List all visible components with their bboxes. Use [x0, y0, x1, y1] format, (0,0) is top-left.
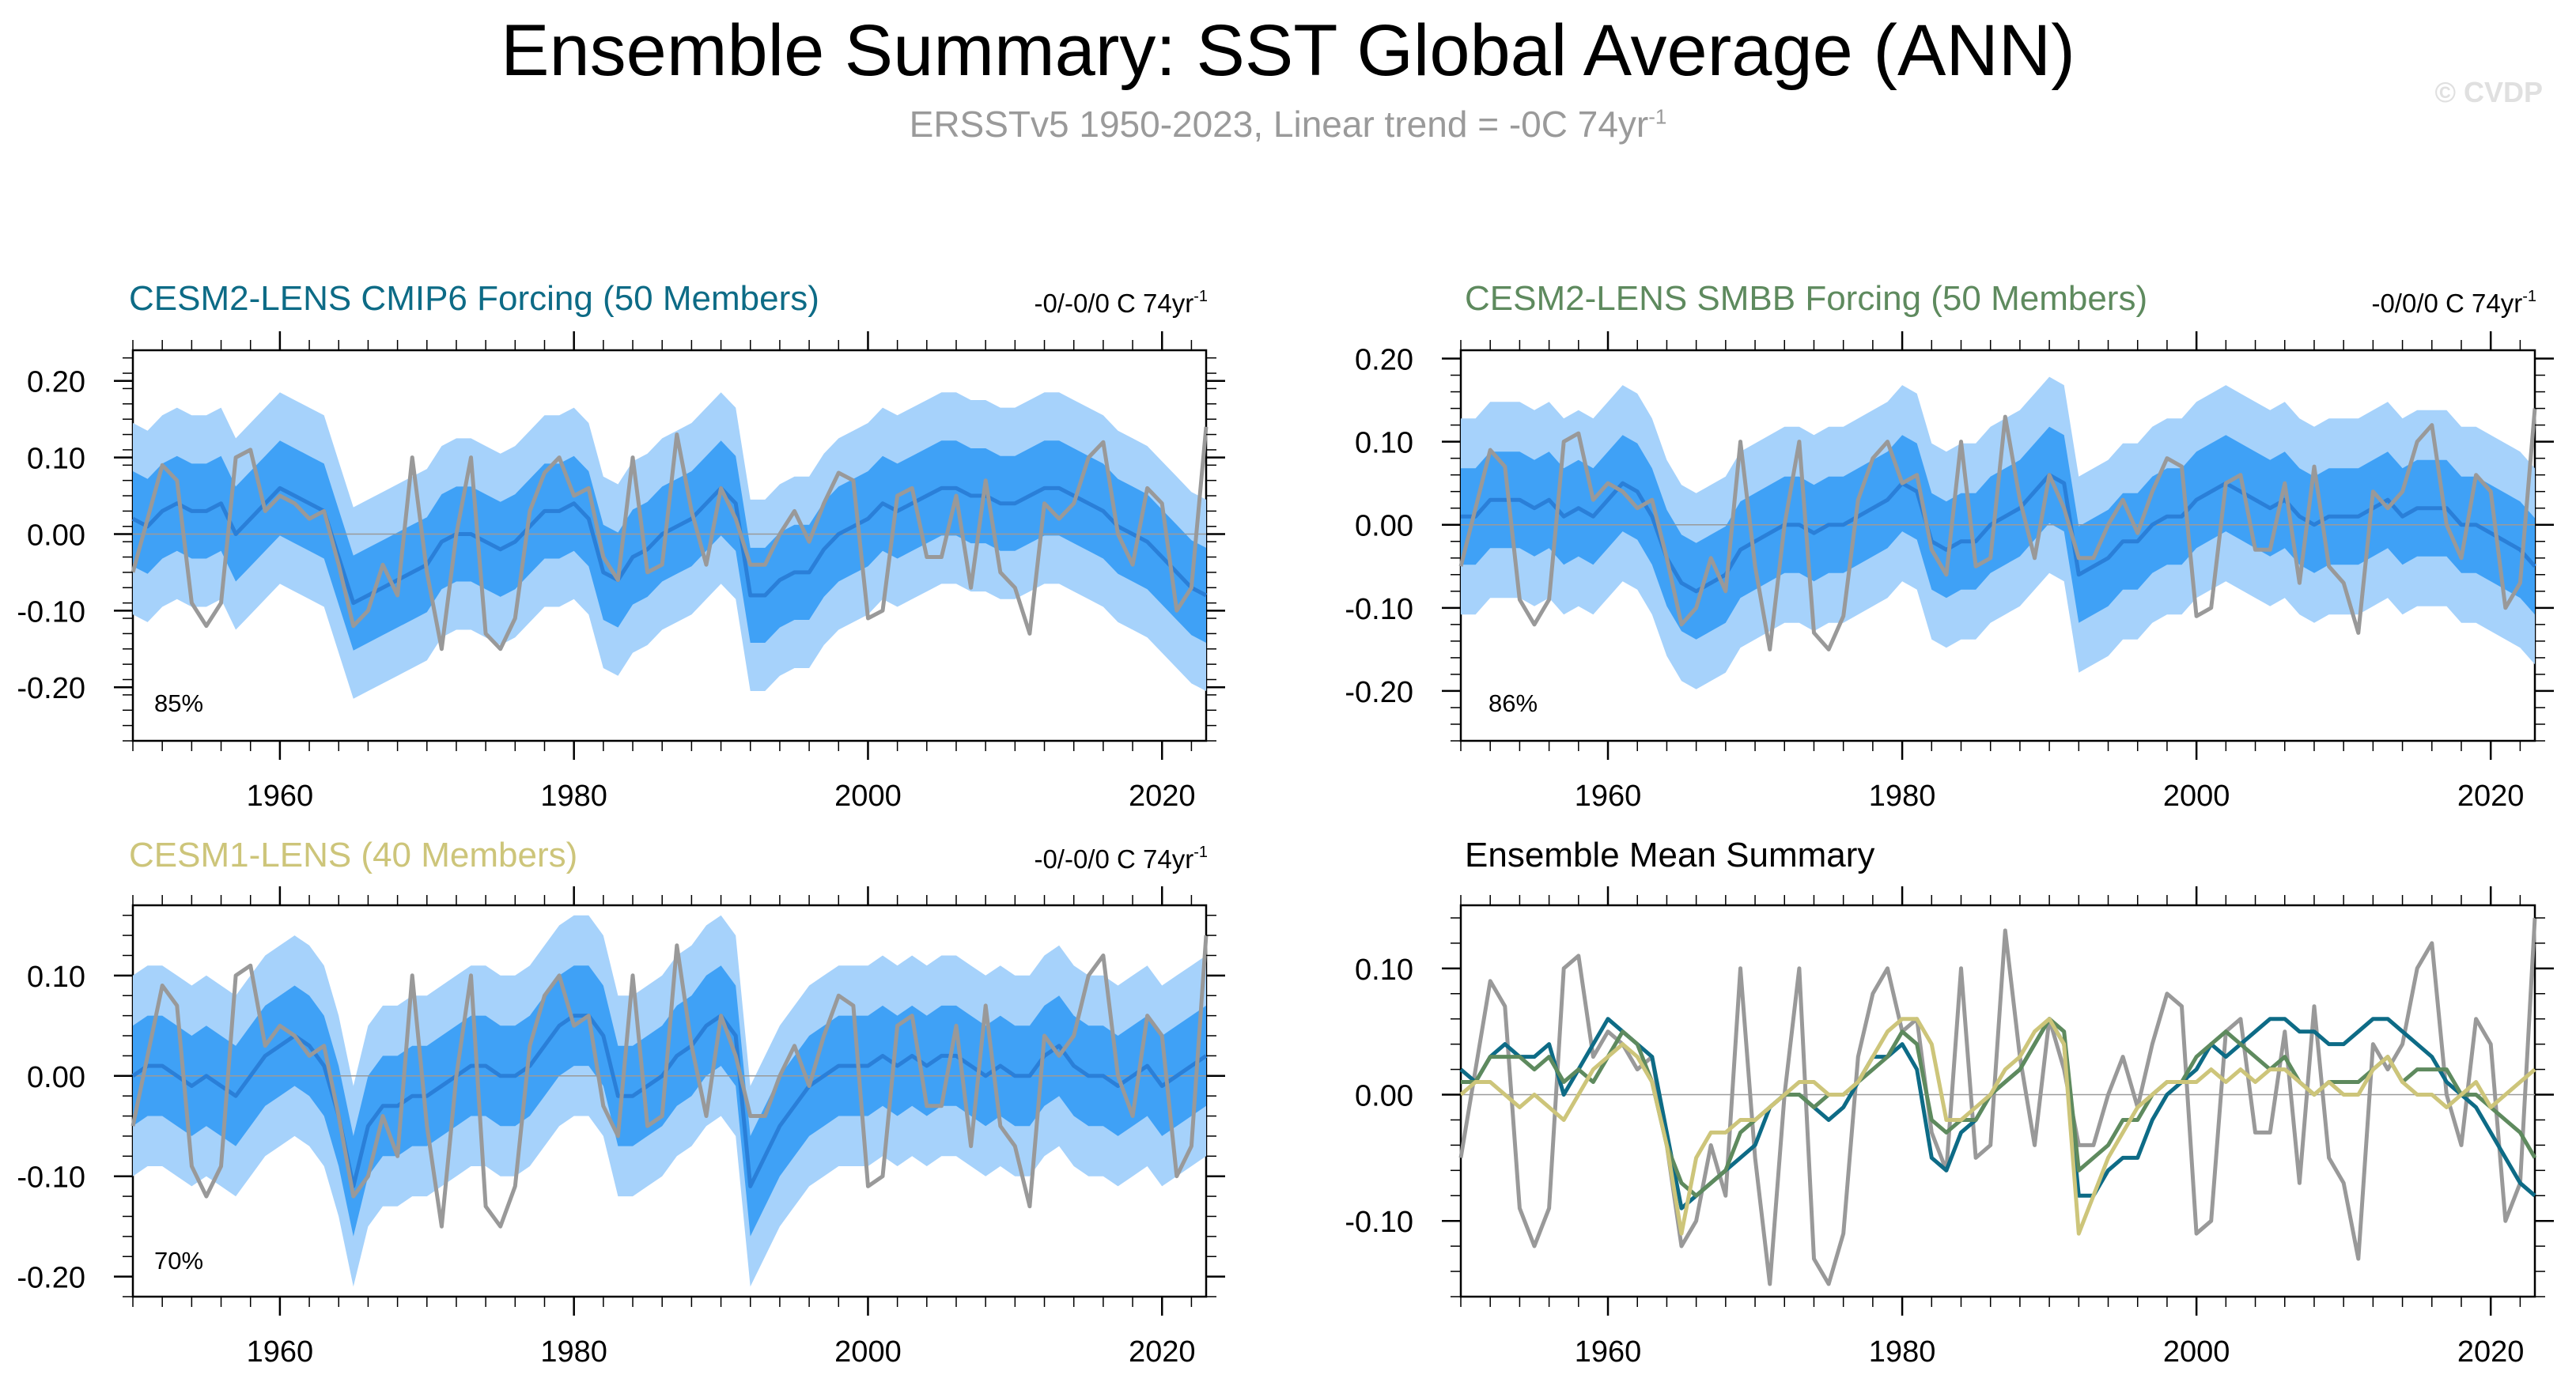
ensemble-mean-line	[131, 485, 1208, 606]
x-tick-label: 1980	[540, 780, 607, 813]
y-tick-label: 0.00	[1355, 1080, 1413, 1113]
y-tick-label: 0.00	[27, 519, 85, 552]
trend-label: -0/0/0 C 74yr-1	[2371, 288, 2536, 318]
y-tick-label: -0.10	[1345, 593, 1413, 626]
inner-spread-band	[133, 440, 1206, 651]
observations-line	[1458, 408, 2537, 651]
y-tick-label: -0.20	[17, 672, 85, 705]
ensemble-mean-line	[131, 1014, 1208, 1188]
trend-text: -0/-0/0 C 74yr	[1034, 289, 1193, 318]
y-tick-label: 0.10	[27, 443, 85, 476]
y-tick-label: -0.20	[1345, 676, 1413, 709]
subtitle-exponent: -1	[1648, 104, 1667, 129]
trend-exponent: -1	[1193, 844, 1208, 861]
x-tick-label: 2000	[2163, 1335, 2230, 1369]
x-tick-label: 2020	[2457, 780, 2525, 813]
panel-ensemble-mean-summary: -0.10 0.00 0.10 1960 1980 2000 2020 Ensemble Me…	[1345, 836, 2554, 1369]
subtitle-text: ERSSTv5 1950-2023, Linear trend = -0C 74…	[909, 104, 1649, 145]
x-tick-label: 2020	[1129, 780, 1196, 813]
trend-exponent: -1	[2522, 288, 2536, 305]
panel-cesm2-smbb: -0.20 -0.10 0.00 0.10 0.20 1960 1980 2000 2020 CE…	[1345, 279, 2554, 813]
plot-frame	[1459, 904, 2536, 1298]
panel-title: CESM2-LENS CMIP6 Forcing (50 Members)	[129, 279, 819, 318]
observations-line	[131, 426, 1209, 651]
x-tick-label: 1960	[1575, 780, 1642, 813]
y-tick-label: 0.10	[1355, 427, 1413, 460]
y-tick-label: -0.20	[17, 1262, 85, 1295]
x-tick-label: 2000	[834, 1335, 902, 1369]
ensemble-mean-line	[1461, 473, 2536, 594]
y-tick-label: 0.00	[1355, 510, 1413, 543]
x-tick-label: 1980	[540, 1335, 607, 1369]
panel-title: CESM2-LENS SMBB Forcing (50 Members)	[1465, 279, 2147, 318]
inner-spread-band	[1461, 426, 2535, 640]
panel-cesm2-cmip6: -0.20 -0.10 0.00 0.10 0.20 1960 1980 2000 2020 CE…	[17, 279, 1225, 813]
panel-cesm1: -0.20 -0.10 0.00 0.10 1960 1980 2000 2020 CESM1-…	[17, 836, 1225, 1369]
series-line-3	[1459, 1017, 2536, 1236]
trend-exponent: -1	[1193, 288, 1208, 305]
y-tick-label: 0.00	[27, 1061, 85, 1094]
x-tick-label: 1980	[1869, 780, 1936, 813]
cvdp-watermark: © CVDP	[2434, 76, 2543, 108]
x-tick-label: 2020	[1129, 1335, 1196, 1369]
x-tick-label: 1960	[1575, 1335, 1642, 1369]
page-subtitle: ERSSTv5 1950-2023, Linear trend = -0C 74…	[0, 106, 2576, 142]
observations-line	[131, 935, 1209, 1229]
x-tick-label: 1960	[247, 1335, 314, 1369]
inner-spread-band	[133, 965, 1206, 1237]
percent-label: 70%	[154, 1247, 203, 1275]
x-tick-label: 2020	[2457, 1335, 2525, 1369]
y-tick-label: 0.10	[27, 961, 85, 994]
trend-text: -0/-0/0 C 74yr	[1034, 844, 1193, 874]
x-tick-label: 2000	[2163, 780, 2230, 813]
page-title: Ensemble Summary: SST Global Average (AN…	[501, 10, 2075, 91]
y-tick-label: 0.20	[1355, 344, 1413, 377]
y-tick-label: -0.10	[17, 595, 85, 629]
x-tick-label: 1960	[247, 780, 314, 813]
x-tick-label: 1980	[1869, 1335, 1936, 1369]
series-line-2	[1461, 1017, 2537, 1198]
y-tick-label: 0.20	[27, 366, 85, 399]
y-tick-label: -0.10	[1345, 1206, 1413, 1239]
panel-title: Ensemble Mean Summary	[1465, 836, 1874, 874]
percent-label: 85%	[154, 689, 203, 717]
percent-label: 86%	[1488, 689, 1538, 717]
panel-title: CESM1-LENS (40 Members)	[129, 836, 577, 874]
trend-text: -0/0/0 C 74yr	[2371, 289, 2522, 318]
trend-label: -0/-0/0 C 74yr-1	[1034, 288, 1208, 318]
trend-label: -0/-0/0 C 74yr-1	[1034, 844, 1208, 874]
x-tick-label: 2000	[834, 780, 902, 813]
series-line-0	[1458, 917, 2537, 1286]
y-tick-label: 0.10	[1355, 954, 1413, 987]
y-tick-label: -0.10	[17, 1161, 85, 1195]
